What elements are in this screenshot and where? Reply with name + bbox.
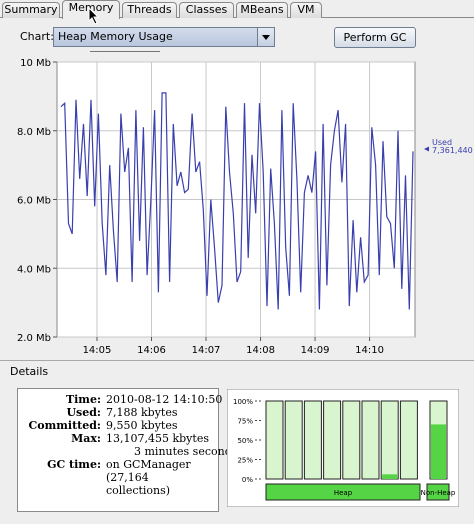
detail-label: Max: — [71, 432, 101, 445]
chart-label: Chart: — [20, 30, 54, 43]
heap-label: Heap — [334, 489, 353, 497]
chart-legend: Used 7,361,440 — [424, 138, 473, 155]
chart-select-value: Heap Memory Usage — [58, 30, 173, 43]
heap-pool-bar-fill — [382, 474, 398, 479]
heap-pool-bar[interactable] — [265, 400, 284, 480]
x-tick-label: 14:05 — [83, 345, 112, 356]
heap-pool-bar[interactable] — [399, 400, 418, 480]
legend-label: Used — [432, 138, 452, 147]
x-tick-label: 14:09 — [301, 345, 330, 356]
pool-y-tick-label: 50% — [237, 437, 253, 445]
tab-bar: Summary Memory Threads Classes MBeans VM — [0, 0, 474, 20]
y-tick-label: 4.0 Mb — [17, 264, 51, 275]
pool-y-tick-label: 75% — [237, 418, 253, 426]
heap-pool-bar[interactable] — [323, 400, 342, 480]
nonheap-pool-bar-fill — [431, 424, 446, 479]
heap-pool-bar[interactable] — [284, 400, 303, 480]
heap-pool-bar[interactable] — [342, 400, 361, 480]
x-tick-label: 14:06 — [137, 345, 166, 356]
tab-threads[interactable]: Threads — [122, 2, 177, 18]
legend-value: 7,361,440 — [432, 146, 473, 155]
detail-label: Used: — [66, 406, 101, 419]
detail-value: 2010-08-12 14:10:50 — [106, 393, 223, 406]
heap-pool-bar[interactable] — [361, 400, 380, 480]
divider — [90, 51, 160, 52]
y-tick-label: 8.0 Mb — [17, 127, 51, 138]
tab-vm[interactable]: VM — [290, 2, 322, 18]
nonheap-label: Non-Heap — [421, 489, 456, 497]
y-tick-label: 2.0 Mb — [17, 333, 51, 344]
legend-marker-icon — [424, 146, 429, 152]
chevron-down-icon[interactable] — [257, 28, 274, 46]
tab-summary[interactable]: Summary — [2, 2, 60, 18]
tab-classes[interactable]: Classes — [179, 2, 234, 18]
memory-pool-chart: 100% 75% 50% 25% 0% Heap Non-Heap — [227, 389, 459, 507]
mouse-pointer-icon — [88, 7, 100, 25]
series-line-used — [60, 92, 414, 310]
section-divider — [0, 360, 474, 361]
y-tick-label: 6.0 Mb — [17, 196, 51, 207]
detail-label: Time: — [65, 393, 101, 406]
pool-y-tick-label: 100% — [233, 398, 253, 406]
heap-bar[interactable] — [265, 483, 421, 501]
detail-label: GC time: — [47, 458, 101, 471]
detail-value: on GCManager (27,164 collections) — [106, 458, 191, 497]
heap-pool-bar[interactable] — [380, 400, 399, 480]
chart-select-dropdown[interactable]: Heap Memory Usage — [53, 27, 275, 47]
pool-y-tick-label: 25% — [237, 457, 253, 465]
heap-pool-bar[interactable] — [303, 400, 322, 480]
details-title: Details — [10, 365, 49, 378]
nonheap-bar[interactable] — [426, 483, 450, 501]
x-tick-label: 14:10 — [355, 345, 384, 356]
detail-value: 7,188 kbytes — [106, 406, 178, 419]
detail-value: 13,107,455 kbytes — [106, 432, 209, 445]
detail-label: Committed: — [28, 419, 101, 432]
pool-y-tick-label: 0% — [242, 476, 253, 484]
perform-gc-button[interactable]: Perform GC — [334, 27, 416, 48]
detail-value: 9,550 kbytes — [106, 419, 178, 432]
x-tick-label: 14:07 — [192, 345, 221, 356]
y-tick-label: 10 Mb — [20, 58, 51, 69]
x-tick-label: 14:08 — [246, 345, 275, 356]
details-panel: Time: 2010-08-12 14:10:50 Used: 7,188 kb… — [17, 388, 237, 512]
detail-value: 3 minutes seconds — [134, 445, 238, 458]
memory-chart: 10 Mb 8.0 Mb 6.0 Mb 4.0 Mb 2.0 Mb 14:05 14:06… — [17, 58, 473, 356]
tab-mbeans[interactable]: MBeans — [236, 2, 288, 18]
